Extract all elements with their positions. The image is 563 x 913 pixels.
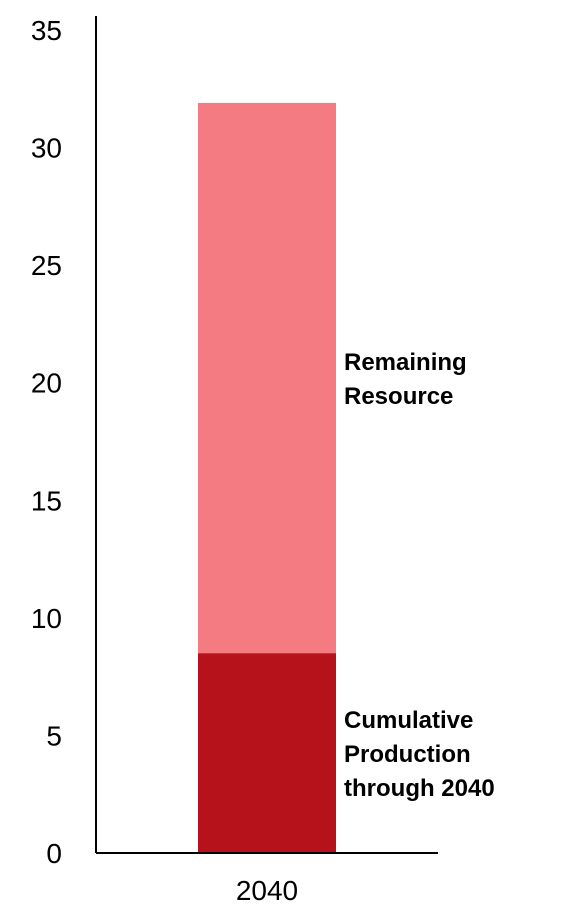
x-tick-label-0: 2040 [236, 875, 298, 906]
bars [198, 102, 336, 853]
y-tick-label-3: 15 [31, 485, 62, 516]
segment-label-1-1: Resource [344, 383, 453, 410]
y-tick-label-0: 0 [46, 838, 62, 869]
segment-label-0-2: through 2040 [344, 775, 495, 802]
segment-label-1-0: Remaining [344, 349, 467, 376]
y-tick-label-6: 30 [31, 133, 62, 164]
y-tick-label-5: 25 [31, 250, 62, 281]
bar-segment-0 [198, 653, 336, 853]
y-tick-label-4: 20 [31, 368, 62, 399]
y-axis-ticks: 0 5 10 15 20 25 30 35 [31, 15, 62, 869]
segment-label-0-1: Production [344, 741, 471, 768]
segment-labels: Cumulative Production through 2040 Remainin… [344, 349, 495, 802]
y-tick-label-7: 35 [31, 15, 62, 46]
y-tick-label-1: 5 [46, 720, 62, 751]
x-axis-tick-labels: 2040 [236, 875, 298, 906]
y-tick-label-2: 10 [31, 603, 62, 634]
segment-label-0-0: Cumulative [344, 707, 473, 734]
bar-segment-1 [198, 102, 336, 654]
